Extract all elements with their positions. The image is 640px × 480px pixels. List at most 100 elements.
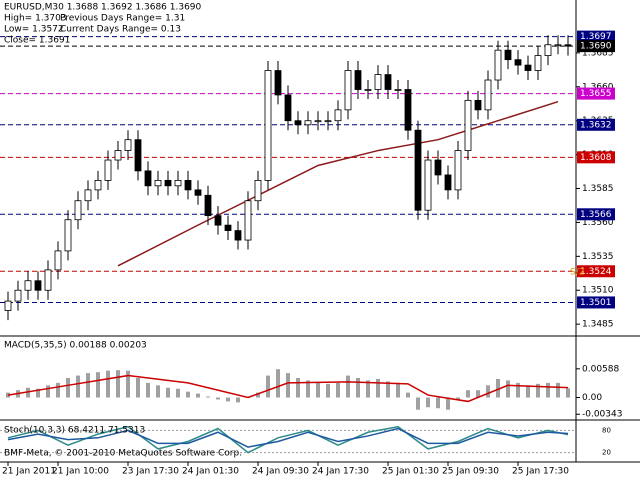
level-box [577, 208, 615, 221]
macd-bar [356, 378, 360, 398]
candle-body [344, 70, 352, 111]
macd-bar [126, 370, 130, 398]
candle-body [444, 174, 452, 191]
copyright: BMF-Meta, © 2001-2010 MetaQuotes Softwar… [4, 449, 242, 459]
candle-body [284, 94, 292, 122]
macd-bar [186, 391, 190, 398]
info-text: Close= 1.3691 [4, 36, 70, 46]
macd-bar [96, 372, 100, 398]
level-box [577, 40, 615, 53]
macd-bar [136, 378, 140, 398]
y-tick-label: 80 [602, 426, 611, 434]
macd-bar [516, 382, 520, 398]
candle-body [554, 44, 562, 47]
candle-body [464, 99, 472, 151]
macd-bar [486, 385, 490, 398]
level-label: 1.3501 [580, 298, 612, 308]
macd-bar [146, 382, 150, 398]
candle-body [114, 150, 122, 161]
candle-body [204, 194, 212, 217]
level-label: 1.3632 [580, 120, 612, 130]
macd-bar [546, 382, 550, 398]
candle-body [474, 99, 482, 111]
y-tick-label: 20 [602, 449, 611, 457]
y-tick-label: 1.3510 [582, 286, 614, 296]
candle-body [74, 200, 82, 221]
macd-bar [506, 380, 510, 398]
macd-bar [156, 385, 160, 398]
macd-bar [296, 378, 300, 398]
macd-bar [376, 378, 380, 398]
candle-body [404, 89, 412, 131]
x-tick-label: 21 Jan 10:00 [52, 467, 109, 477]
macd-bar [426, 397, 430, 408]
candle-body [144, 170, 152, 187]
candle-body [274, 70, 282, 96]
macd-bar [386, 381, 390, 398]
x-tick-label: 24 Jan 01:30 [182, 467, 239, 477]
candle-body [254, 179, 262, 202]
macd-bar [36, 388, 40, 398]
macd-bar [466, 390, 470, 398]
level-label: 1.3690 [580, 42, 612, 52]
info-text: Low= 1.3572 [4, 25, 64, 35]
candle-body [84, 189, 92, 202]
macd-bar [536, 383, 540, 398]
candle-body [324, 120, 332, 123]
macd-bar [166, 387, 170, 398]
candle-body [154, 179, 162, 187]
macd-bar [46, 385, 50, 398]
macd-bar [76, 375, 80, 398]
level-box [577, 296, 615, 309]
macd-bar [226, 397, 230, 402]
level-box [577, 265, 615, 278]
macd-bar [456, 397, 460, 400]
candle-body [494, 49, 502, 81]
candle-body [534, 55, 542, 71]
macd-bar [336, 382, 340, 398]
macd-bar [326, 383, 330, 398]
y-tick-label: 1.3660 [582, 82, 614, 92]
candle-body [544, 44, 552, 57]
macd-bar [116, 370, 120, 398]
candle-body [434, 159, 442, 176]
level-label: 1.3566 [580, 210, 612, 220]
candle-body [34, 280, 42, 291]
x-tick-label: 23 Jan 17:30 [122, 467, 179, 477]
macd-bar [206, 396, 210, 398]
candle-body [364, 89, 372, 91]
candle-body [214, 215, 222, 226]
macd-bar [406, 392, 410, 398]
macd-bar [436, 397, 440, 409]
macd-bar [566, 388, 570, 398]
stoch-line [7, 425, 569, 454]
y-tick-label: 0.00588 [582, 364, 619, 374]
macd-bar [236, 397, 240, 403]
candle-body [244, 200, 252, 241]
macd-bar [276, 369, 280, 398]
x-tick-label: 25 Jan 01:30 [382, 467, 439, 477]
macd-bar [496, 378, 500, 398]
signal-line [7, 374, 569, 403]
y-tick-label: 1.3535 [582, 252, 614, 262]
candle-body [294, 120, 302, 126]
candle-body [504, 49, 512, 61]
macd-bar [396, 382, 400, 398]
macd-bar [106, 370, 110, 398]
annotation: S/2 [570, 268, 584, 278]
macd-bar [66, 378, 70, 398]
candle-body [564, 44, 572, 47]
y-tick-label: -0.00343 [582, 410, 622, 420]
level-box [577, 118, 615, 131]
macd-bar [216, 397, 220, 400]
candle-body [354, 70, 362, 90]
candle-body [524, 64, 532, 71]
level-box [577, 87, 615, 100]
candle-body [164, 179, 172, 187]
candle-body [314, 120, 322, 123]
info-text: Previous Days Range= 1.31 [60, 14, 185, 24]
level-label: 1.3697 [580, 32, 612, 42]
level-box [577, 30, 615, 43]
